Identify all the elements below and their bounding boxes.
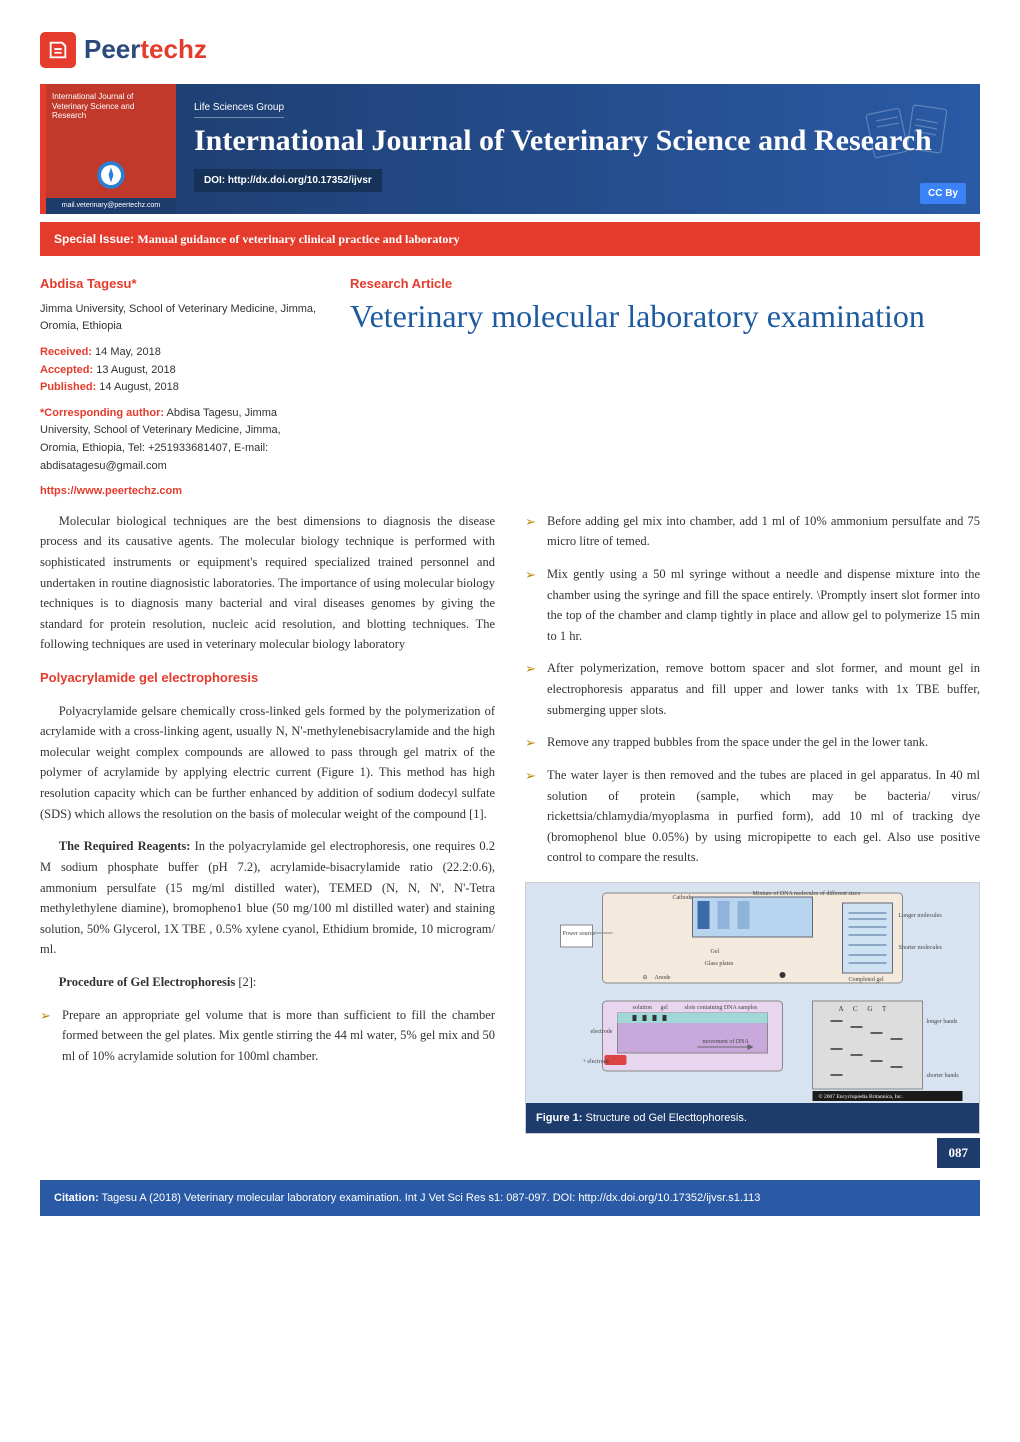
doi-prefix: DOI: bbox=[204, 175, 228, 186]
list-item: Before adding gel mix into chamber, add … bbox=[525, 511, 980, 552]
figure-caption: Figure 1: Structure od Gel Electtophores… bbox=[526, 1103, 979, 1133]
doi-bar[interactable]: DOI: http://dx.doi.org/10.17352/ijvsr bbox=[194, 169, 382, 192]
procedure-heading: Procedure of Gel Electrophoresis [2]: bbox=[40, 972, 495, 993]
list-item: After polymerization, remove bottom spac… bbox=[525, 658, 980, 720]
fig-label-slots: slots containing DNA samples bbox=[685, 1005, 758, 1011]
right-bullet-list: Before adding gel mix into chamber, add … bbox=[525, 511, 980, 868]
author-affiliation: Jimma University, School of Veterinary M… bbox=[40, 301, 320, 336]
procedure-ref: [2]: bbox=[238, 975, 256, 989]
fig-label-longer: Longer molecules bbox=[899, 913, 943, 919]
fig-label-electrode: electrode bbox=[591, 1029, 613, 1035]
fig-label-solution: solution bbox=[633, 1005, 652, 1011]
received-date: 14 May, 2018 bbox=[95, 346, 161, 358]
citation-text: Tagesu A (2018) Veterinary molecular lab… bbox=[101, 1192, 760, 1204]
corresponding-label: *Corresponding author: bbox=[40, 407, 164, 419]
metadata-sidebar: Abdisa Tagesu* Jimma University, School … bbox=[40, 274, 320, 501]
body-right-column: Before adding gel mix into chamber, add … bbox=[525, 511, 980, 1168]
list-item: Mix gently using a 50 ml syringe without… bbox=[525, 564, 980, 647]
special-issue-label: Special Issue: bbox=[54, 232, 134, 246]
journal-title: International Journal of Veterinary Scie… bbox=[194, 124, 962, 159]
fig-credit: © 2007 Encyclopædia Britannica, Inc. bbox=[819, 1093, 904, 1100]
group-label: Life Sciences Group bbox=[194, 100, 284, 118]
fig-label-power: Power source bbox=[563, 931, 596, 937]
received-label: Received: bbox=[40, 346, 92, 358]
fig-label-glass: Glass plates bbox=[705, 961, 734, 967]
list-item: The water layer is then removed and the … bbox=[525, 765, 980, 868]
cover-email: mail.veterinary@peertechz.com bbox=[46, 198, 176, 215]
figure-1: Mixture of DNA molecules of different si… bbox=[525, 882, 980, 1134]
body-left-column: Molecular biological techniques are the … bbox=[40, 511, 495, 1168]
logo: Peertechz bbox=[40, 30, 980, 69]
fig-label-mixture: Mixture of DNA molecules of different si… bbox=[753, 890, 861, 897]
reagents-text: In the polyacrylamide gel electrophoresi… bbox=[40, 839, 495, 956]
paper-decor-icon bbox=[860, 99, 960, 175]
published-label: Published: bbox=[40, 381, 96, 393]
procedure-label: Procedure of Gel Electrophoresis bbox=[59, 975, 235, 989]
reagents-label: The Required Reagents: bbox=[59, 839, 191, 853]
fig-label-shorter: Shorter molecules bbox=[899, 945, 943, 951]
list-item: Remove any trapped bubbles from the spac… bbox=[525, 732, 980, 753]
fig-label-acgt: A C G T bbox=[839, 1005, 891, 1013]
logo-peer: Peer bbox=[84, 34, 140, 64]
fig-label-shorterbands: shorter bands bbox=[927, 1073, 960, 1079]
journal-cover-thumbnail: International Journal of Veterinary Scie… bbox=[46, 84, 176, 214]
article-type-label: Research Article bbox=[350, 274, 980, 294]
figure-image: Mixture of DNA molecules of different si… bbox=[526, 883, 979, 1103]
fig-label-electrode2: + electrode bbox=[583, 1059, 610, 1065]
figure-caption-label: Figure 1: bbox=[536, 1112, 582, 1124]
published-date: 14 August, 2018 bbox=[99, 381, 179, 393]
special-issue-bar: Special Issue: Manual guidance of veteri… bbox=[40, 222, 980, 256]
citation-bar: Citation: Tagesu A (2018) Veterinary mol… bbox=[40, 1180, 980, 1217]
citation-label: Citation: bbox=[54, 1192, 99, 1204]
logo-icon bbox=[40, 32, 76, 68]
logo-techz: techz bbox=[140, 34, 206, 64]
fig-label-gel: Gel bbox=[711, 949, 720, 955]
peertechz-link[interactable]: https://www.peertechz.com bbox=[40, 483, 320, 501]
fig-label-movement: movement of DNA bbox=[703, 1038, 750, 1045]
fig-label-gel2: gel bbox=[661, 1005, 669, 1011]
figure-caption-text: Structure od Gel Electtophoresis. bbox=[586, 1112, 747, 1124]
list-item: Prepare an appropriate gel volume that i… bbox=[40, 1005, 495, 1067]
cover-journal-name: International Journal of Veterinary Scie… bbox=[52, 92, 170, 121]
fig-label-cathode: Cathode bbox=[673, 895, 693, 901]
page-number: 087 bbox=[937, 1138, 981, 1167]
journal-header: International Journal of Veterinary Scie… bbox=[40, 84, 980, 214]
author-name: Abdisa Tagesu* bbox=[40, 274, 320, 295]
special-issue-title: Manual guidance of veterinary clinical p… bbox=[137, 232, 459, 246]
fig-label-longerbands: longer bands bbox=[927, 1019, 958, 1025]
intro-paragraph: Molecular biological techniques are the … bbox=[40, 511, 495, 655]
accepted-label: Accepted: bbox=[40, 364, 93, 376]
ccby-badge: CC By bbox=[920, 183, 966, 204]
logo-text: Peertechz bbox=[84, 30, 207, 69]
svg-text:⊖: ⊖ bbox=[643, 975, 648, 981]
doi-url: http://dx.doi.org/10.17352/ijvsr bbox=[228, 175, 372, 186]
section1-p1: Polyacrylamide gelsare chemically cross-… bbox=[40, 701, 495, 825]
article-title: Veterinary molecular laboratory examinat… bbox=[350, 298, 980, 335]
accepted-date: 13 August, 2018 bbox=[96, 364, 176, 376]
reagents-paragraph: The Required Reagents: In the polyacryla… bbox=[40, 836, 495, 960]
fig-label-anode: Anode bbox=[655, 975, 671, 981]
fig-label-completed: Completed gel bbox=[849, 977, 884, 983]
left-bullet-list: Prepare an appropriate gel volume that i… bbox=[40, 1005, 495, 1067]
section-heading-1: Polyacrylamide gel electrophoresis bbox=[40, 667, 495, 688]
